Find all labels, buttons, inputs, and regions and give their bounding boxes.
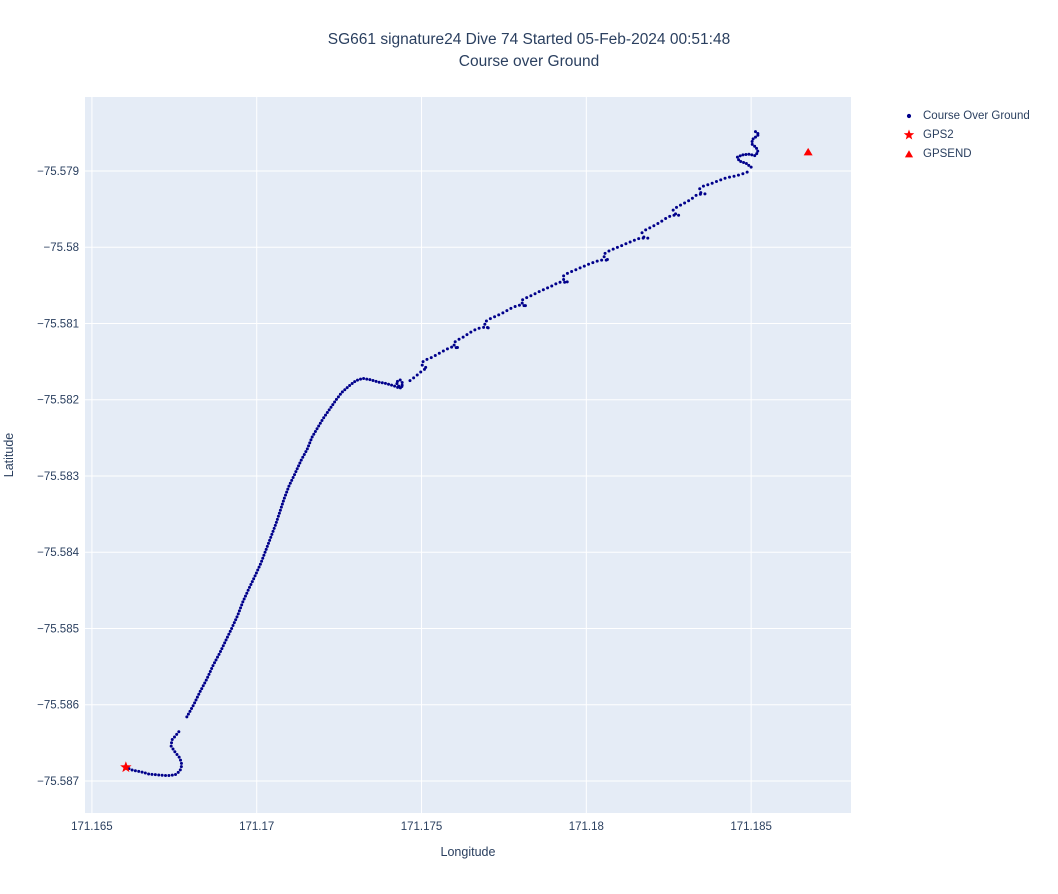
x-tick-label: 171.165 [71, 821, 113, 833]
y-tick-label: −75.582 [37, 395, 79, 407]
legend-label: GPS2 [923, 128, 954, 141]
y-tick-label: −75.579 [37, 166, 79, 178]
x-axis-title: Longitude [440, 845, 496, 859]
x-tick-label: 171.17 [239, 821, 274, 833]
x-tick-label: 171.18 [569, 821, 604, 833]
legend-label: GPSEND [923, 147, 972, 160]
y-tick-label: −75.583 [37, 471, 79, 483]
gpsend-marker [803, 147, 813, 156]
star-marker-icon [898, 128, 920, 142]
legend-item-course-over-ground[interactable]: Course Over Ground [898, 106, 1030, 125]
dot-marker-icon [898, 109, 920, 123]
gps2-marker [120, 761, 132, 773]
y-tick-label: −75.586 [37, 700, 79, 712]
chart-title: SG661 signature24 Dive 74 Started 05-Feb… [327, 31, 731, 48]
y-tick-label: −75.58 [44, 242, 80, 254]
legend-label: Course Over Ground [923, 109, 1030, 122]
chart-subtitle: Course over Ground [458, 53, 600, 70]
course-over-ground-track [124, 130, 760, 778]
y-axis-title: Latitude [2, 432, 16, 478]
triangle-up-marker-icon [898, 147, 920, 161]
legend-item-gpsend[interactable]: GPSEND [898, 144, 1030, 163]
x-tick-label: 171.175 [401, 821, 443, 833]
legend: Course Over Ground GPS2 GPSEND [898, 106, 1030, 163]
gridlines [85, 97, 851, 813]
y-tick-label: −75.584 [37, 547, 79, 559]
y-tick-label: −75.585 [37, 623, 79, 635]
plot-area[interactable] [85, 97, 851, 813]
legend-item-gps2[interactable]: GPS2 [898, 125, 1030, 144]
x-tick-label: 171.185 [730, 821, 772, 833]
tick-labels: 171.165 171.17 171.175 171.18 171.185 −75.579… [37, 166, 772, 833]
y-tick-label: −75.581 [37, 318, 79, 330]
y-tick-label: −75.587 [37, 776, 79, 788]
